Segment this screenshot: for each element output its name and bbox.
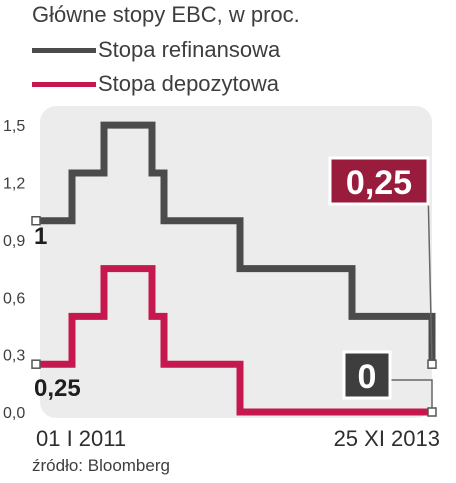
marker-depozytowa-start [31,359,41,369]
end-label-depozytowa: 0 [358,358,377,396]
end-box-refinansowa [328,156,430,206]
leader-depozytowa-end [390,379,433,410]
legend-swatch-refinansowa [32,47,96,53]
legend-label-depozytowa: Stopa depozytowa [98,71,280,96]
series-line-refinansowa [36,121,436,365]
y-tick-label: 1,5 [3,118,25,135]
legend-item-refinansowa: Stopa refinansowa [32,36,280,64]
marker-refinansowa-start [31,216,41,226]
y-tick-label: 0,0 [3,405,25,422]
legend-label-refinansowa: Stopa refinansowa [98,37,281,62]
chart-title: Główne stopy EBC, w proc. [32,2,300,27]
marker-depozytowa-end [427,407,437,417]
y-tick-label: 1,2 [3,176,25,193]
y-tick-label: 0,3 [3,348,25,365]
y-tick-label: 0,9 [3,233,25,250]
series-line-depozytowa [36,265,432,416]
start-label-depozytowa: 0,25 [34,375,81,402]
leader-refinansowa-end [427,187,433,365]
source-note: źródło: Bloomberg [32,456,170,475]
end-box-depozytowa [342,350,392,400]
x-tick-label-start: 01 I 2011 [36,426,126,451]
legend-item-depozytowa: Stopa depozytowa [32,70,279,98]
legend-swatch-depozytowa [32,81,96,87]
marker-refinansowa-end [427,359,437,369]
y-tick-label: 0,6 [3,290,25,307]
start-label-refinansowa: 1 [34,223,47,250]
x-tick-label-end: 25 XI 2013 [334,426,440,451]
end-label-refinansowa: 0,25 [346,164,412,202]
